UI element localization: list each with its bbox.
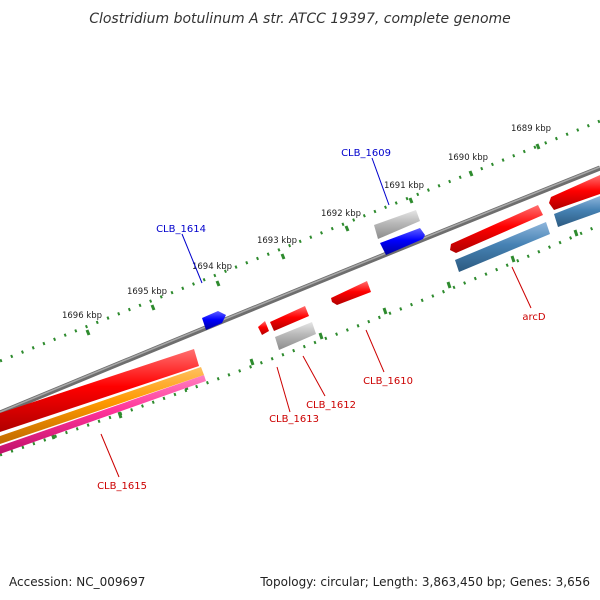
leader-line	[365, 329, 385, 373]
leader-line	[181, 233, 203, 284]
tick-label: 1695 kbp	[127, 287, 167, 297]
gene-arcd-steel-feature[interactable]	[455, 222, 550, 272]
gene-grey-forward-feature[interactable]	[374, 210, 420, 239]
leader-line	[100, 433, 120, 478]
leader-lines	[100, 157, 532, 478]
tick-label: 1690 kbp	[448, 153, 488, 163]
tick-label: 1691 kbp	[384, 181, 424, 191]
gene-label-clb1613[interactable]: CLB_1613	[269, 414, 319, 425]
tick-label: 1696 kbp	[62, 311, 102, 321]
gene-steel-forward-feature[interactable]	[554, 196, 600, 227]
leader-line	[302, 355, 326, 397]
genome-backbone-highlight	[0, 166, 600, 413]
gene-label-clb1610[interactable]: CLB_1610	[363, 376, 413, 387]
gene-label-arcd[interactable]: arcD	[522, 312, 546, 323]
tick-label: 1694 kbp	[192, 262, 232, 272]
gene-clb1614-feature[interactable]	[202, 311, 226, 330]
gene-pink-feature[interactable]	[0, 375, 206, 454]
gene-clb1615-feature[interactable]	[0, 349, 199, 432]
inner-tick-ring	[0, 223, 600, 457]
gene-label-clb1615[interactable]: CLB_1615	[97, 481, 147, 492]
tick-label: 1689 kbp	[511, 124, 551, 134]
tick-label: 1693 kbp	[257, 236, 297, 246]
gene-label-clb1612[interactable]: CLB_1612	[306, 400, 356, 411]
leader-line	[371, 157, 390, 206]
gene-label-clb1614[interactable]: CLB_1614	[156, 224, 206, 235]
leader-line	[511, 266, 532, 309]
gene-arcd-feature[interactable]	[450, 205, 543, 253]
leader-line	[276, 366, 291, 413]
gene-red-forward-feature[interactable]	[549, 175, 600, 210]
gene-clb1612-red-feature[interactable]	[270, 306, 309, 331]
map-title: Clostridium botulinum A str. ATCC 19397,…	[89, 11, 511, 27]
gene-orange-feature[interactable]	[0, 367, 204, 444]
accession-text: Accession: NC_009697	[9, 575, 145, 589]
tick-label: 1692 kbp	[321, 209, 361, 219]
gene-label-clb1609[interactable]: CLB_1609	[341, 148, 391, 159]
genome-backbone	[0, 165, 600, 416]
gene-clb1609-feature[interactable]	[380, 228, 425, 255]
gene-clb1610-feature[interactable]	[331, 281, 371, 305]
outer-major-ticks	[85, 143, 541, 336]
topology-summary-text: Topology: circular; Length: 3,863,450 bp…	[259, 575, 590, 589]
gene-clb1613-feature[interactable]	[258, 321, 269, 335]
gene-clb1612-feature[interactable]	[275, 322, 316, 350]
